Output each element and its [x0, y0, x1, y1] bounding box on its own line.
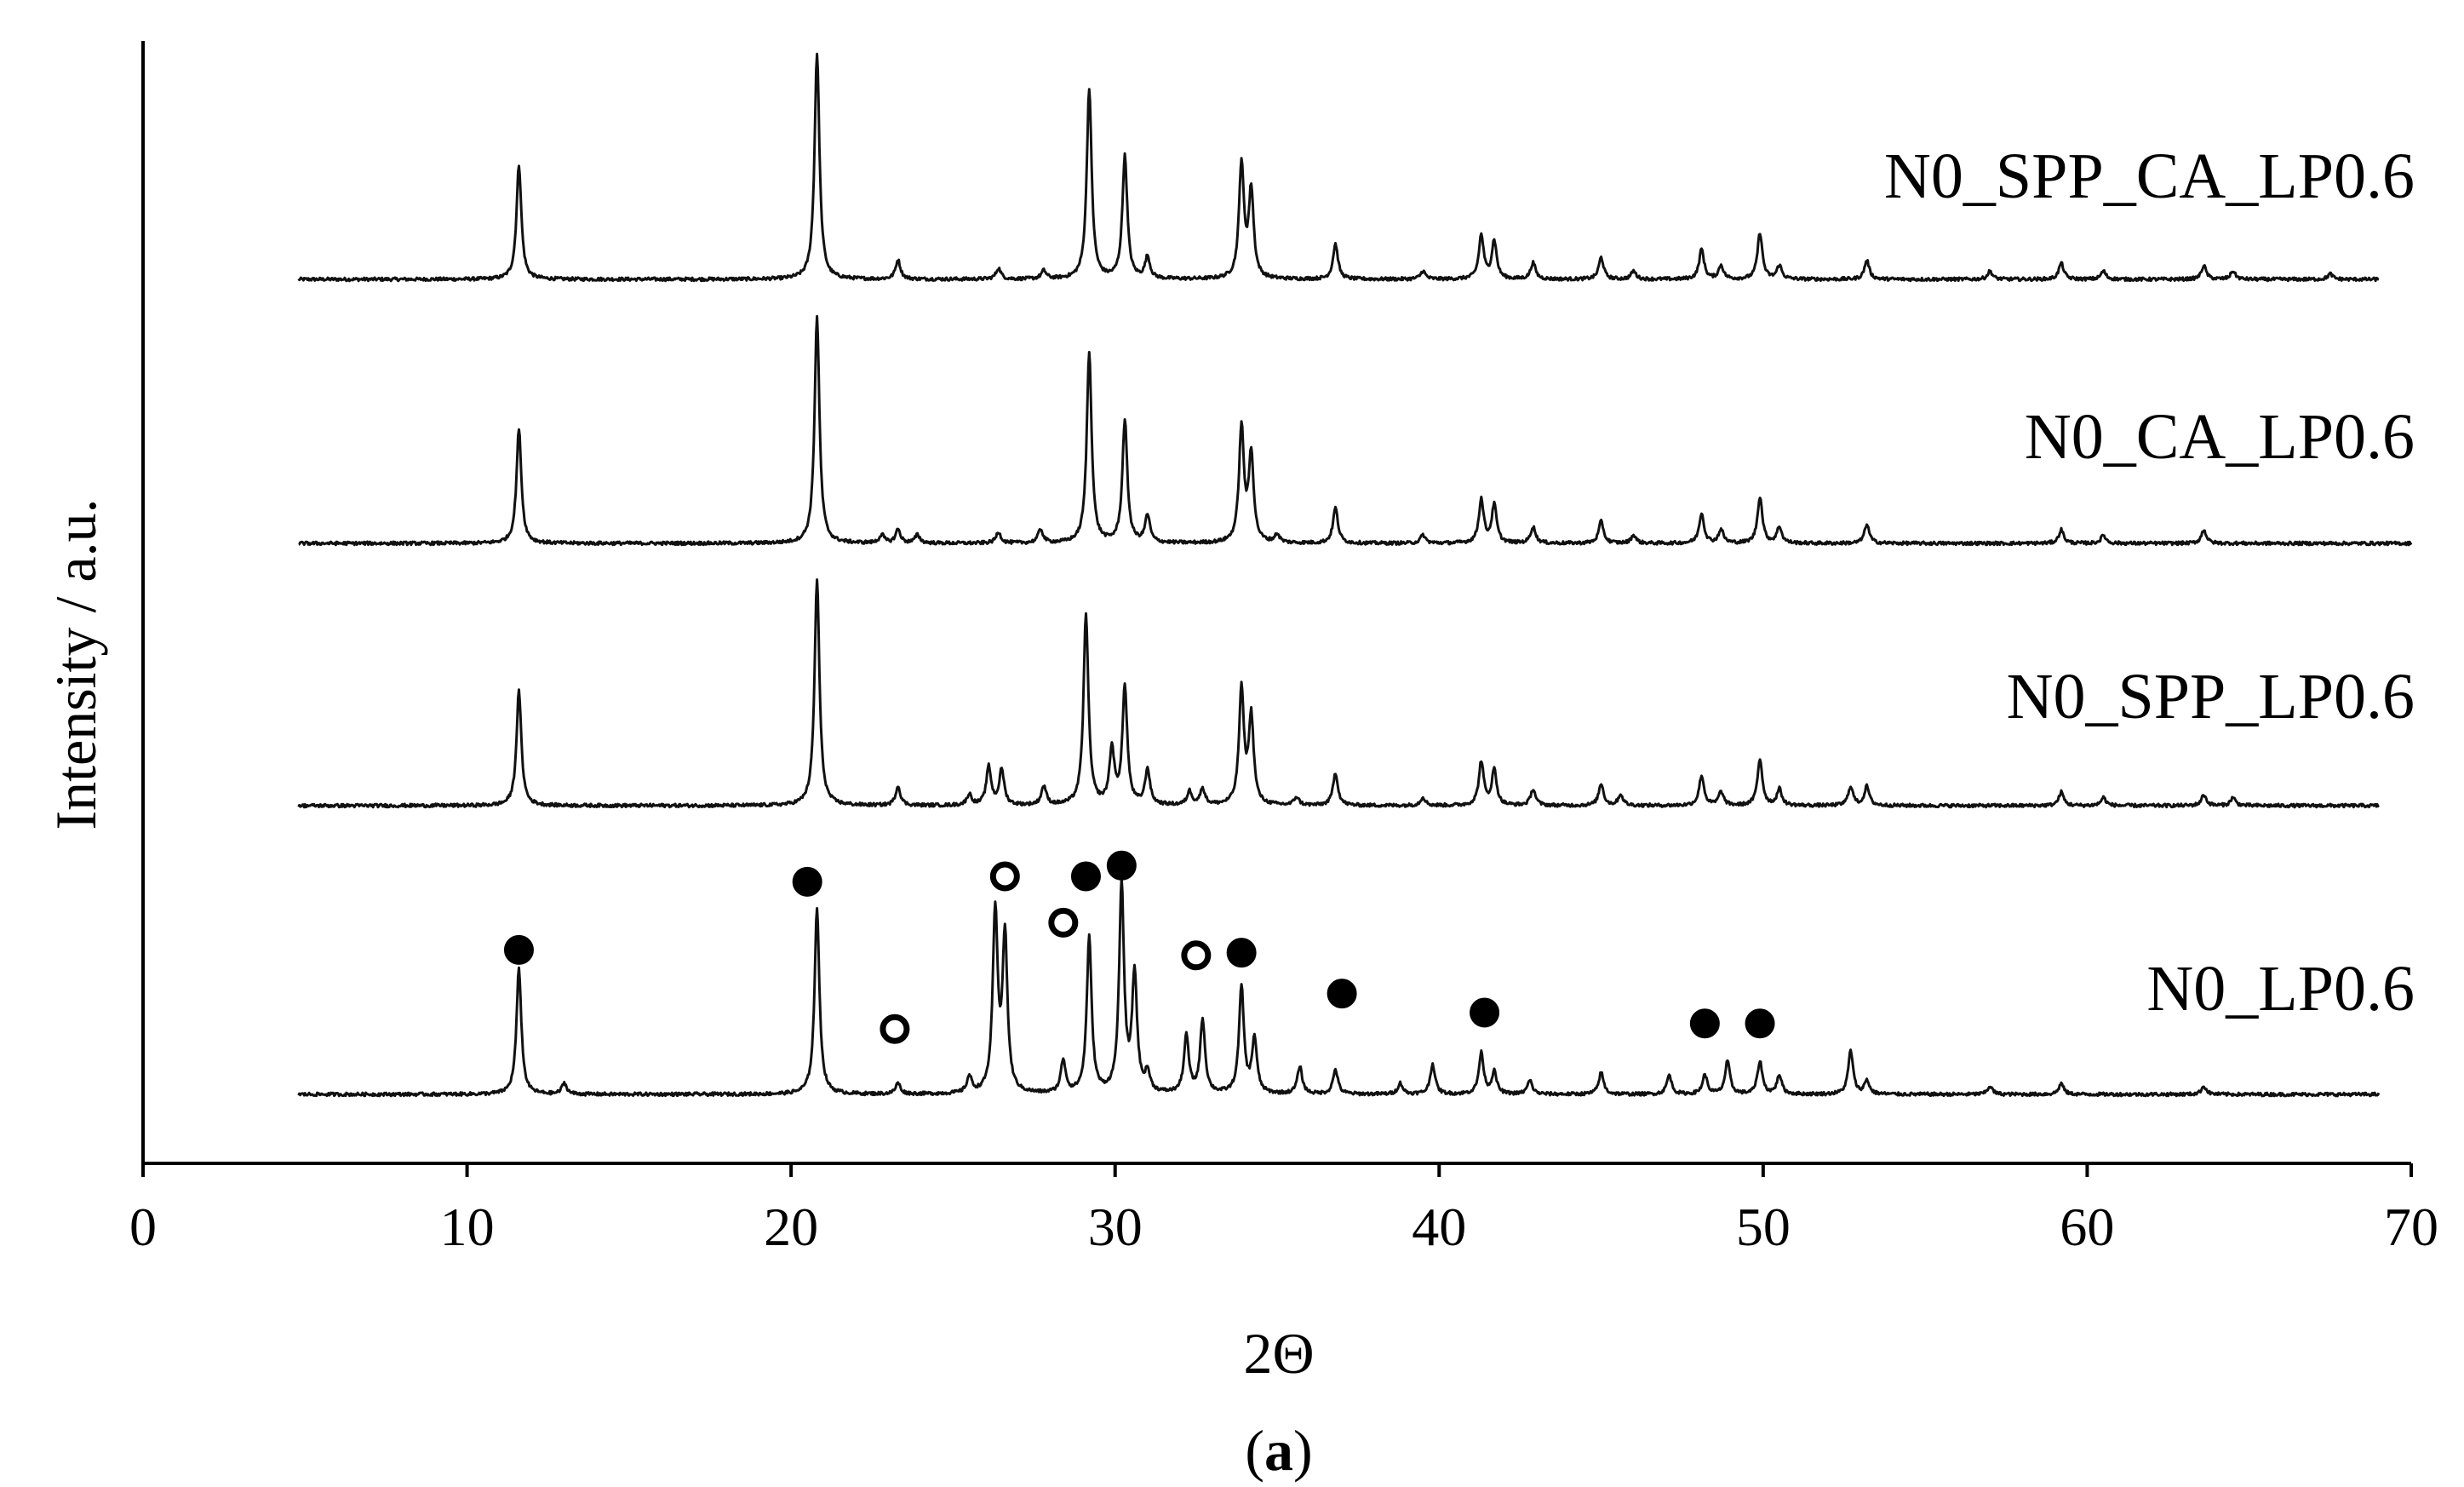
x-tick-label-20: 20 [764, 1197, 818, 1257]
axes [141, 41, 2411, 1165]
open-circle-marker-3 [1181, 940, 1212, 971]
filled-circle-marker-3 [1106, 850, 1137, 881]
series-labels: N0_SPP_CA_LP0.6 N0_CA_LP0.6 N0_SPP_LP0.6 N0… [1884, 141, 2415, 1025]
x-tick-label-40: 40 [1412, 1197, 1466, 1257]
series-label-N0_SPP_LP0.6: N0_SPP_LP0.6 [2007, 661, 2415, 732]
trace-N0_LP0.6 [297, 876, 2381, 1098]
caption-close: ) [1293, 1418, 1313, 1483]
figure-caption: (a) [1245, 1418, 1312, 1483]
x-tick-label-60: 60 [2060, 1197, 2114, 1257]
x-tick-label-50: 50 [1736, 1197, 1791, 1257]
filled-circle-marker-8 [1745, 1008, 1775, 1039]
series-label-N0_LP0.6: N0_LP0.6 [2146, 953, 2415, 1025]
open-circle-marker-1 [989, 861, 1020, 892]
trace-N0_SPP_CA_LP0.6 [297, 52, 2380, 283]
open-circle-marker-0 [880, 1013, 910, 1044]
filled-circle-marker-4 [1226, 938, 1257, 968]
series-label-N0_SPP_CA_LP0.6: N0_SPP_CA_LP0.6 [1884, 141, 2415, 212]
caption-open: ( [1245, 1418, 1264, 1483]
filled-circle-marker-5 [1327, 979, 1357, 1009]
filled-circle-marker-2 [1070, 861, 1101, 892]
caption-letter: a [1264, 1418, 1293, 1483]
trace-N0_SPP_LP0.6 [297, 578, 2380, 809]
x-tick-label-10: 10 [440, 1197, 495, 1257]
traces [297, 52, 2413, 1098]
series-label-N0_CA_LP0.6: N0_CA_LP0.6 [2025, 401, 2415, 473]
filled-circle-marker-6 [1470, 997, 1500, 1028]
open-circle-marker-2 [1048, 907, 1079, 938]
y-axis-label: Intensity / a.u. [43, 498, 108, 830]
x-tick-label-0: 0 [129, 1197, 157, 1257]
x-tick-label-70: 70 [2384, 1197, 2438, 1257]
trace-N0_CA_LP0.6 [298, 314, 2413, 547]
x-tick-label-30: 30 [1088, 1197, 1143, 1257]
filled-circle-marker-0 [503, 934, 534, 965]
x-axis-label: 2Θ [1243, 1321, 1314, 1386]
x-ticks: 0 10 20 30 40 50 60 70 [129, 1163, 2438, 1257]
phase-markers [503, 850, 1775, 1044]
filled-circle-marker-7 [1689, 1008, 1720, 1039]
filled-circle-marker-1 [792, 866, 822, 897]
